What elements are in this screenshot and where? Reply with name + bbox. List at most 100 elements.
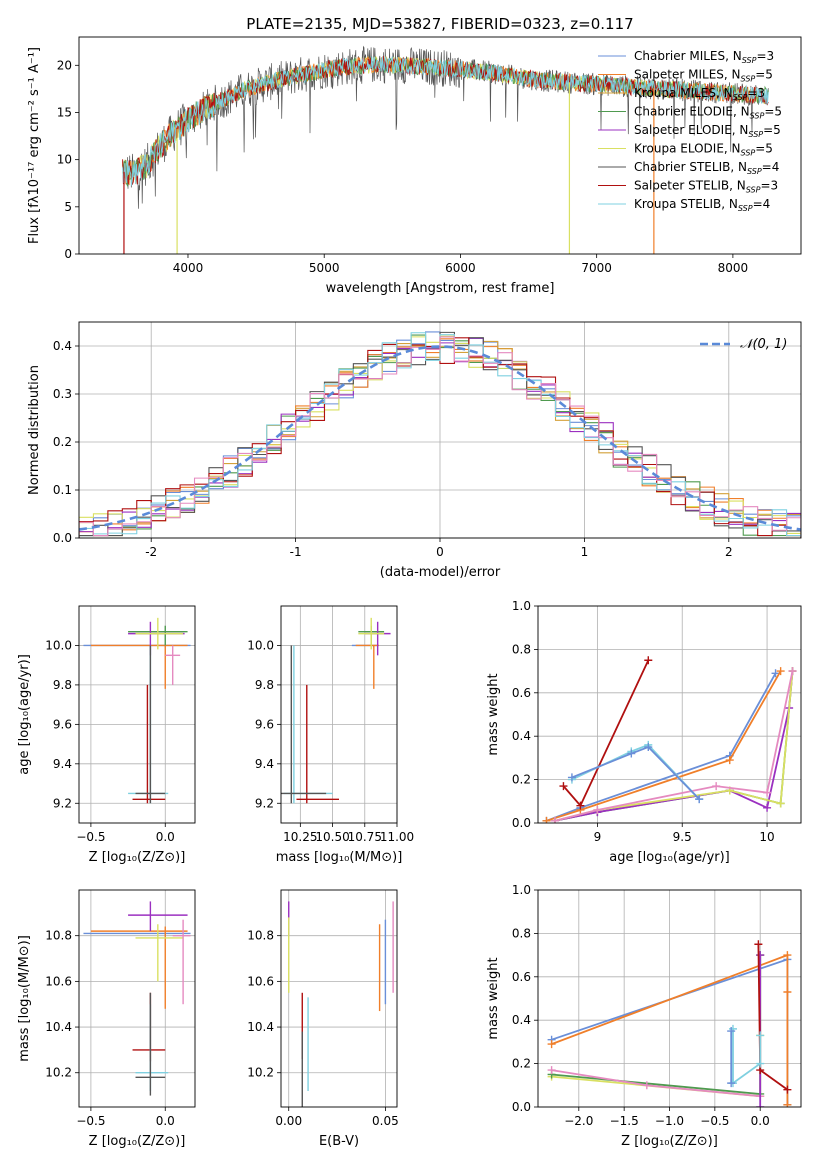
legend-label-subscript: SSP: [747, 167, 762, 176]
mass_weight_vs_Z-ytick-label: 0.4: [512, 1013, 531, 1027]
mass_weight_vs_age-series-marker: [763, 788, 772, 797]
mass_vs_Z-xlabel: Z [log₁₀(Z/Z⊙)]: [89, 1134, 186, 1149]
legend-label-text: Chabrier STELIB, N: [634, 160, 747, 174]
legend-label-subscript: SSP: [733, 93, 748, 102]
age_vs_Z-ytick-label: 9.2: [53, 796, 72, 810]
age_vs_mass-xlabel: mass [log₁₀(M/M⊙)]: [276, 850, 403, 865]
mass_weight_vs_Z-series-marker: [783, 987, 792, 996]
mass_weight_vs_Z-series-marker: [547, 1040, 556, 1049]
mass_weight_vs_age-xlabel: age [log₁₀(age/yr)]: [609, 850, 730, 865]
gaussian-curve: [79, 345, 801, 531]
residuals-ytick-label: 0.3: [53, 387, 72, 401]
mass_weight_vs_Z-series-marker: [783, 1100, 792, 1107]
mass_weight_vs_Z-ytick-label: 1.0: [512, 883, 531, 897]
spectrum-xtick-label: 8000: [718, 261, 749, 275]
mass_vs_Z-xtick-label: 0.0: [156, 1114, 175, 1128]
spectrum-ytick-label: 15: [57, 105, 72, 119]
mass_weight_vs_Z-xtick-label: −2.0: [564, 1114, 593, 1128]
mass_weight_vs_age-series-marker: [593, 805, 602, 814]
mass_weight_vs_age-series-line: [554, 671, 794, 822]
mass_vs_Z-ytick-label: 10.8: [45, 929, 72, 943]
mass_weight_vs_Z-series-line: [757, 944, 788, 1091]
mass_vs_EBV-panel: 0.00 0.05 10.2 10.4 10.6 10.8 E(B-V): [247, 889, 399, 1149]
mass_weight_vs_age-ytick-label: 0.6: [512, 686, 531, 700]
residuals-ytick-label: 0.2: [53, 435, 72, 449]
mass_weight_vs_age-xtick-label: 10: [759, 830, 774, 844]
legend-label: Salpeter MILES, NSSP=5: [634, 68, 773, 84]
residual-histogram-pink: [79, 336, 801, 538]
residuals-ytick-label: 0.1: [53, 483, 72, 497]
mass_weight_vs_Z-xtick-label: −1.5: [610, 1114, 639, 1128]
mass_weight_vs_age-xtick-label: 9.5: [673, 830, 692, 844]
legend-label-text: Kroupa ELODIE, N: [634, 142, 741, 156]
mass_vs_EBV-ytick-label: 10.2: [247, 1066, 274, 1080]
mass_weight_vs_age-series-line: [562, 659, 650, 808]
spectrum-xlabel: wavelength [Angstrom, rest frame]: [326, 281, 555, 296]
legend-label: Kroupa ELODIE, NSSP=5: [634, 142, 773, 158]
legend-label: Salpeter STELIB, NSSP=3: [634, 179, 778, 195]
mass_weight_vs_age-ylabel: mass weight: [486, 673, 501, 755]
legend-label-value: =5: [755, 142, 773, 156]
mass_vs_EBV-xtick-label: 0.00: [275, 1114, 302, 1128]
gaussian-legend-label: 𝒩(0, 1): [740, 337, 787, 352]
mass_weight_vs_age-series-marker: [576, 801, 585, 810]
mass_weight_vs_Z-panel: −2.0 −1.5 −1.0 −0.5 0.0 0.0 0.2 0.4 0.6 0.8 1.0 Z […: [486, 883, 802, 1149]
age_vs_Z-panel: −0.5 0.0 9.2 9.4 9.6 9.8 10.0 Z [log₁₀(Z/Z⊙)] ag…: [17, 605, 196, 865]
mass_weight_vs_age-plot-area: [542, 656, 797, 823]
legend-label-value: =4: [753, 197, 771, 211]
residuals-xlabel: (data-model)/error: [380, 565, 501, 580]
mass_weight_vs_age-series-marker: [559, 782, 568, 791]
age_vs_mass-ytick-label: 9.4: [255, 757, 274, 771]
mass_weight_vs_age-series-line: [571, 745, 700, 800]
legend-label-text: Salpeter ELODIE, N: [634, 123, 748, 137]
mass_vs_Z-panel: −0.5 0.0 10.2 10.4 10.6 10.8 Z [log₁₀(Z/Z⊙)] ma…: [17, 889, 196, 1149]
spectrum-panel: 4000 5000 6000 7000 8000 0 5 10 15 20 wavelength […: [27, 36, 802, 296]
legend-label-value: =5: [764, 105, 782, 119]
age_vs_mass-frame: [280, 605, 398, 824]
spectrum-legend: Chabrier MILES, NSSP=3 Salpeter MILES, NS…: [598, 49, 782, 213]
mass_weight_vs_Z-xtick-label: 0.0: [751, 1114, 770, 1128]
mass_weight_vs_age-series-marker: [771, 669, 780, 678]
legend-label-value: =4: [762, 160, 780, 174]
residuals-ylabel: Normed distribution: [27, 365, 42, 495]
mass_weight_vs_age-series-marker: [725, 756, 734, 765]
figure-title: PLATE=2135, MJD=53827, FIBERID=0323, z=0…: [246, 15, 633, 33]
mass_vs_EBV-ytick-label: 10.8: [247, 929, 274, 943]
legend-label-subscript: SSP: [748, 130, 763, 139]
legend-label-subscript: SSP: [742, 56, 757, 65]
spectrum-ytick-label: 5: [64, 200, 72, 214]
age_vs_mass-ytick-label: 9.8: [255, 678, 274, 692]
mass_vs_Z-ytick-label: 10.6: [45, 974, 72, 988]
residuals-xtick-label: -1: [290, 545, 302, 559]
age_vs_Z-ylabel: age [log₁₀(age/yr)]: [17, 654, 32, 775]
mass_weight_vs_Z-ylabel: mass weight: [486, 957, 501, 1039]
residuals-ytick-label: 0.4: [53, 339, 72, 353]
mass_weight_vs_age-xtick-label: 9: [594, 830, 602, 844]
mass_weight_vs_age-series-marker: [550, 816, 559, 823]
spectrum-xtick-label: 4000: [173, 261, 204, 275]
age_vs_mass-ytick-label: 9.2: [255, 796, 274, 810]
residuals-frame: [78, 321, 802, 539]
age_vs_mass-ytick-label: 10.0: [247, 638, 274, 652]
legend-label-subscript: SSP: [741, 149, 756, 158]
mass_weight_vs_Z-frame: [537, 889, 802, 1108]
age_vs_Z-ytick-label: 9.6: [53, 717, 72, 731]
residuals-ytick-label: 0.0: [53, 531, 72, 545]
mass_weight_vs_Z-series-line: [551, 955, 762, 1095]
spectrum-ytick-label: 0: [64, 247, 72, 261]
mass_weight_vs_age-panel: 9 9.5 10 0.0 0.2 0.4 0.6 0.8 1.0 age [log₁₀(age/y…: [486, 599, 802, 865]
legend-label: Chabrier MILES, NSSP=3: [634, 49, 774, 65]
mass_vs_EBV-xtick-label: 0.05: [372, 1114, 399, 1128]
mass_weight_vs_age-series-marker: [776, 799, 785, 808]
mass_vs_Z-ytick-label: 10.4: [45, 1020, 72, 1034]
age_vs_Z-ytick-label: 9.4: [53, 757, 72, 771]
legend-label-value: =5: [763, 123, 781, 137]
age_vs_Z-xtick-label: −0.5: [76, 830, 105, 844]
age_vs_Z-xlabel: Z [log₁₀(Z/Z⊙)]: [89, 850, 186, 865]
spectrum-ytick-label: 20: [57, 58, 72, 72]
mass_weight_vs_age-series-marker: [627, 749, 636, 758]
mass_weight_vs_age-series-marker: [567, 773, 576, 782]
legend-label-subscript: SSP: [738, 204, 753, 213]
